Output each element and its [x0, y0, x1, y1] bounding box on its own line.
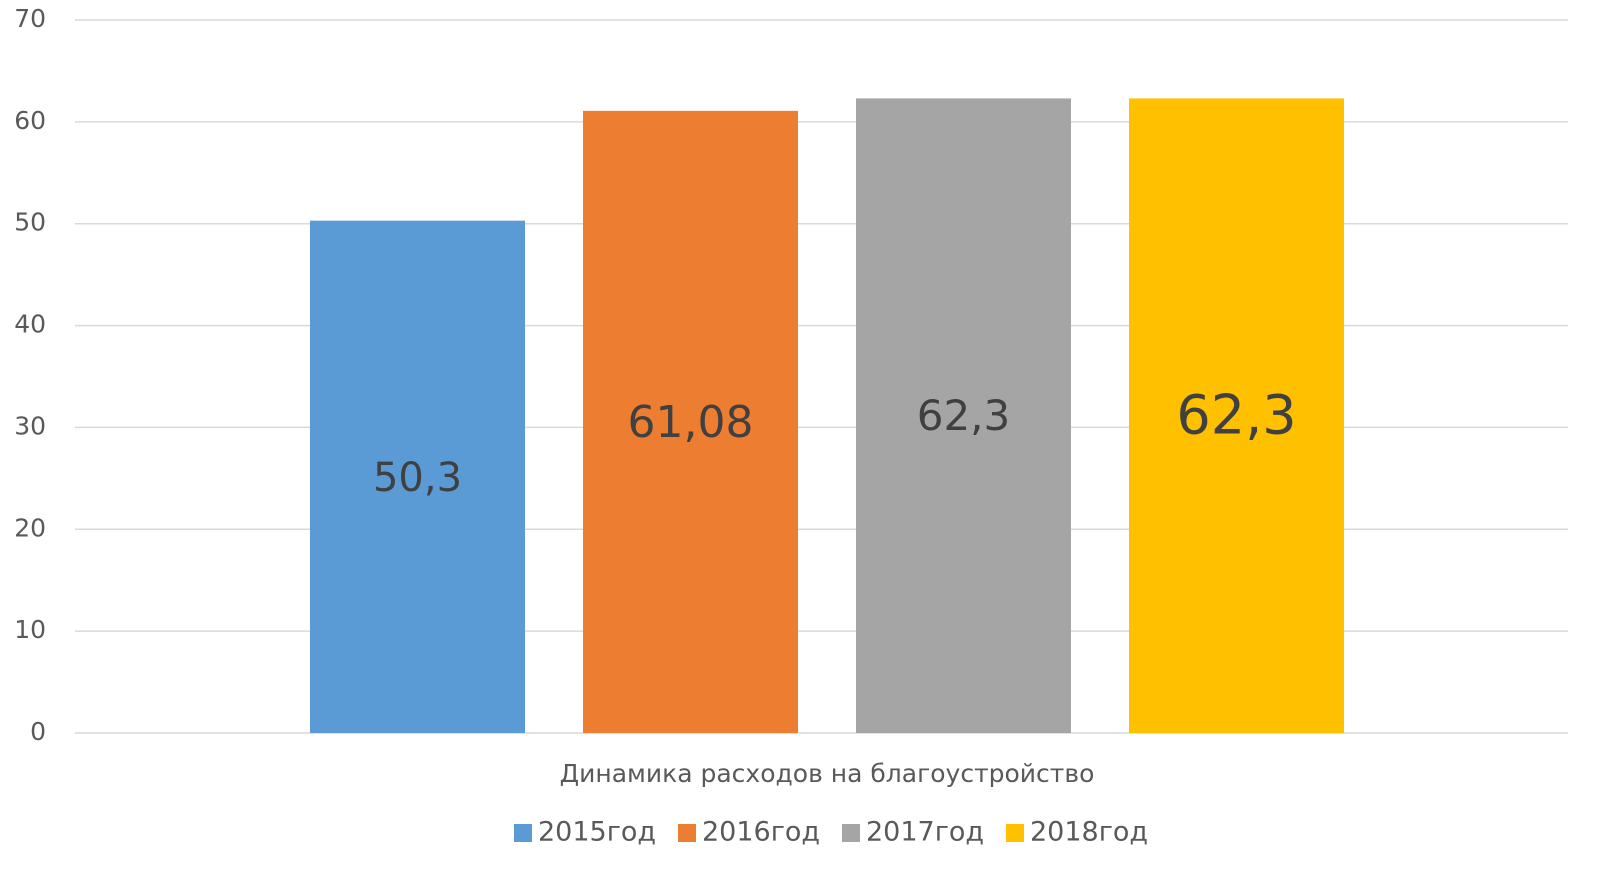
y-tick-label: 30 — [14, 411, 46, 440]
bar — [1129, 98, 1344, 734]
bar — [310, 220, 525, 733]
y-tick-label: 10 — [14, 615, 46, 644]
value-label: 61,08 — [628, 397, 754, 448]
legend-swatch — [514, 824, 532, 842]
value-label: 50,3 — [373, 455, 462, 501]
y-tick-label: 50 — [14, 208, 46, 237]
y-tick-label: 70 — [14, 4, 46, 33]
legend-label: 2016год — [702, 817, 820, 848]
legend-label: 2018год — [1030, 817, 1148, 848]
legend-swatch — [678, 824, 696, 842]
bar — [583, 110, 798, 734]
value-label: 62,3 — [1176, 383, 1296, 446]
legend-label: 2015год — [538, 817, 656, 848]
y-tick-label: 60 — [14, 106, 46, 135]
legend-swatch — [842, 824, 860, 842]
y-tick-label: 20 — [14, 513, 46, 542]
legend-label: 2017год — [866, 817, 984, 848]
x-tick-label: Динамика расходов на благоустройство — [560, 759, 1095, 788]
y-tick-label: 40 — [14, 310, 46, 339]
bar — [856, 98, 1071, 734]
y-tick-label: 0 — [30, 717, 46, 746]
value-label: 62,3 — [917, 391, 1011, 440]
legend-swatch — [1006, 824, 1024, 842]
